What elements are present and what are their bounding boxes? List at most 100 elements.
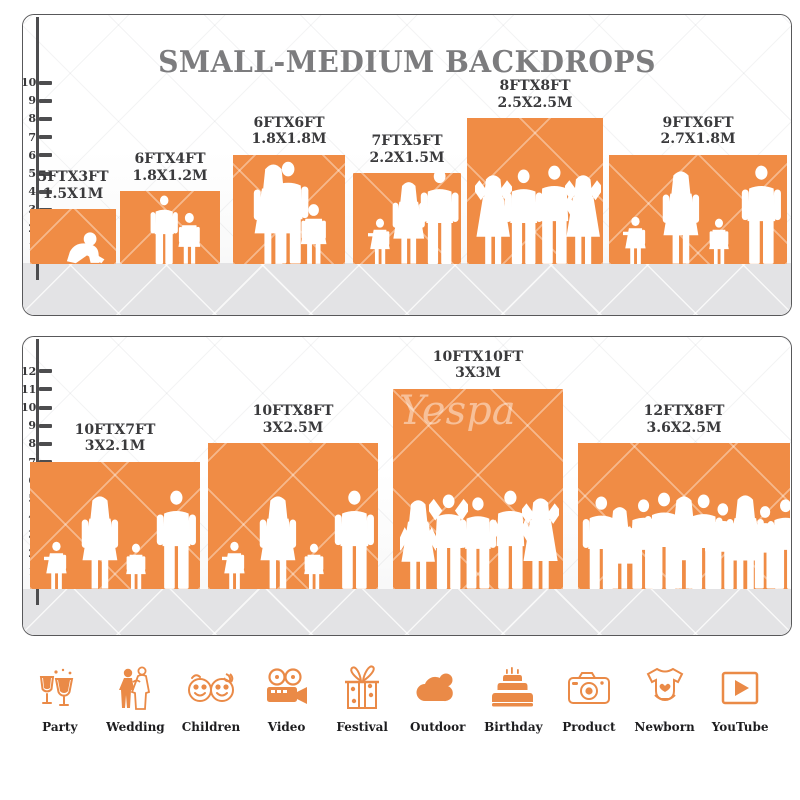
backdrop-size-bar[interactable] — [578, 443, 791, 589]
use-case-label: Festival — [336, 720, 388, 734]
bar-size-meters: 2.7X1.8M — [660, 131, 736, 148]
use-case-item-wedding[interactable]: Wedding — [98, 662, 174, 734]
chart1-y-axis: 12345678910 — [23, 15, 53, 315]
y-axis-tick: 9 — [23, 94, 52, 108]
chart1-floor — [23, 263, 791, 315]
bride-groom-icon[interactable] — [115, 662, 155, 714]
y-tick-mark — [39, 189, 52, 194]
gift-box-icon[interactable] — [341, 662, 383, 714]
bar-hatch-pattern — [208, 443, 378, 589]
y-tick-label: 6 — [28, 148, 36, 162]
film-camera-icon[interactable] — [263, 662, 311, 714]
backdrop-size-bar[interactable] — [353, 169, 461, 264]
y-tick-label: 8 — [28, 437, 36, 451]
use-case-label: Newborn — [634, 720, 695, 734]
page-title: SMALL-MEDIUM BACKDROPS — [158, 45, 656, 80]
y-tick-mark — [39, 423, 52, 428]
photo-camera-icon[interactable] — [566, 662, 612, 714]
bar-size-meters: 3X2.5M — [262, 419, 324, 436]
backdrop-size-bar[interactable] — [609, 154, 787, 264]
chart2-floor — [23, 589, 791, 635]
bar-size-feet: 7FTX5FT — [371, 133, 443, 149]
chart1-floor-hatch — [23, 263, 791, 315]
y-tick-label: 5 — [28, 167, 36, 180]
use-case-item-children[interactable]: Children — [173, 662, 249, 734]
use-case-label: Birthday — [484, 720, 543, 734]
use-case-label: YouTube — [711, 720, 769, 734]
bar-hatch-pattern — [609, 154, 787, 264]
y-axis-tick: 6 — [23, 148, 52, 162]
y-axis-tick: 10 — [22, 76, 52, 89]
y-tick-label: 7 — [28, 130, 36, 144]
bar-size-caption: 5FTX3FT 1.5X1M — [23, 169, 163, 202]
use-case-item-newborn[interactable]: Newborn — [627, 662, 703, 734]
y-tick-label: 12 — [22, 364, 37, 378]
use-case-item-outdoor[interactable]: Outdoor — [400, 662, 476, 734]
backdrop-size-bar[interactable] — [30, 209, 116, 264]
y-axis-tick: 8 — [23, 112, 52, 126]
bar-size-caption: 12FTX8FT 3.6X2.5M — [594, 403, 774, 436]
use-case-icon-strip: Party Wedding Children — [0, 662, 800, 762]
use-case-item-birthday[interactable]: Birthday — [476, 662, 552, 734]
use-case-item-party[interactable]: Party — [22, 662, 98, 734]
bar-hatch-pattern — [578, 443, 790, 589]
use-case-item-video[interactable]: Video — [249, 662, 325, 734]
use-case-label: Wedding — [106, 720, 165, 734]
chart-panel-large: 123456789101112 — [22, 336, 792, 636]
bar-size-meters: 1.8X1.2M — [132, 167, 208, 184]
use-case-label: Product — [562, 720, 616, 734]
backdrop-size-bar[interactable] — [30, 461, 200, 589]
onesie-icon[interactable] — [644, 662, 686, 714]
bar-size-feet: 6FTX4FT — [134, 151, 206, 168]
bar-watermark: Yespa — [399, 390, 516, 431]
use-case-label: Party — [42, 720, 78, 734]
backdrop-size-bar[interactable] — [120, 191, 220, 264]
y-tick-mark — [39, 98, 52, 103]
y-axis-tick: 11 — [23, 384, 52, 395]
y-axis-tick: 8 — [23, 437, 52, 451]
use-case-item-youtube[interactable]: YouTube — [702, 662, 778, 734]
y-tick-mark — [39, 135, 52, 140]
chart2-floor-hatch — [23, 589, 791, 635]
bar-size-caption: 6FTX4FT 1.8X1.2M — [80, 151, 260, 184]
backdrop-size-bar[interactable]: Yespa — [393, 388, 563, 589]
y-tick-label: 10 — [22, 76, 37, 89]
bar-size-caption: 10FTX7FT 3X2.1M — [25, 422, 205, 455]
cloud-icon[interactable] — [415, 662, 461, 714]
bar-size-caption: 8FTX8FT 2.5X2.5M — [445, 78, 625, 111]
play-button-icon[interactable] — [720, 662, 760, 714]
y-axis-tick: 5 — [23, 167, 52, 180]
y-tick-label: 9 — [28, 94, 36, 108]
use-case-label: Outdoor — [410, 720, 466, 734]
bar-size-feet: 12FTX8FT — [643, 403, 725, 420]
bar-size-feet: 6FTX6FT — [253, 114, 325, 131]
bar-size-meters: 2.2X1.5M — [369, 149, 445, 166]
tiered-cake-icon[interactable] — [491, 662, 535, 714]
bar-size-meters: 3X3M — [455, 365, 501, 382]
y-tick-mark — [39, 153, 52, 158]
chart-panel-small-medium: SMALL-MEDIUM BACKDROPS 12345678910 — [22, 14, 792, 316]
y-tick-mark — [39, 369, 52, 374]
bar-hatch-pattern — [353, 173, 461, 264]
y-tick-mark — [39, 116, 52, 121]
bar-size-meters: 3.6X2.5M — [646, 419, 722, 436]
use-case-label: Children — [181, 720, 241, 734]
bar-size-feet: 5FTX3FT — [37, 169, 109, 186]
use-case-item-festival[interactable]: Festival — [324, 662, 400, 734]
bar-size-meters: 2.5X2.5M — [497, 94, 573, 111]
y-axis-tick: 12 — [22, 364, 52, 378]
bar-size-caption: 10FTX10FT 3X3M — [388, 349, 568, 382]
champagne-glasses-icon[interactable] — [38, 662, 82, 714]
y-tick-mark — [39, 80, 52, 85]
use-case-label: Video — [267, 720, 306, 734]
bar-size-caption: 6FTX6FT 1.8X1.8M — [199, 115, 379, 148]
bar-size-feet: 10FTX10FT — [432, 348, 524, 365]
backdrop-size-bar[interactable] — [208, 443, 378, 589]
y-axis-tick: 4 — [23, 186, 52, 197]
y-tick-label: 8 — [28, 112, 36, 126]
y-axis-tick: 10 — [23, 402, 52, 413]
use-case-item-product[interactable]: Product — [551, 662, 627, 734]
y-tick-label: 9 — [28, 419, 36, 433]
bar-size-caption: 7FTX5FT 2.2X1.5M — [317, 133, 497, 166]
two-kid-faces-icon[interactable] — [185, 662, 237, 714]
